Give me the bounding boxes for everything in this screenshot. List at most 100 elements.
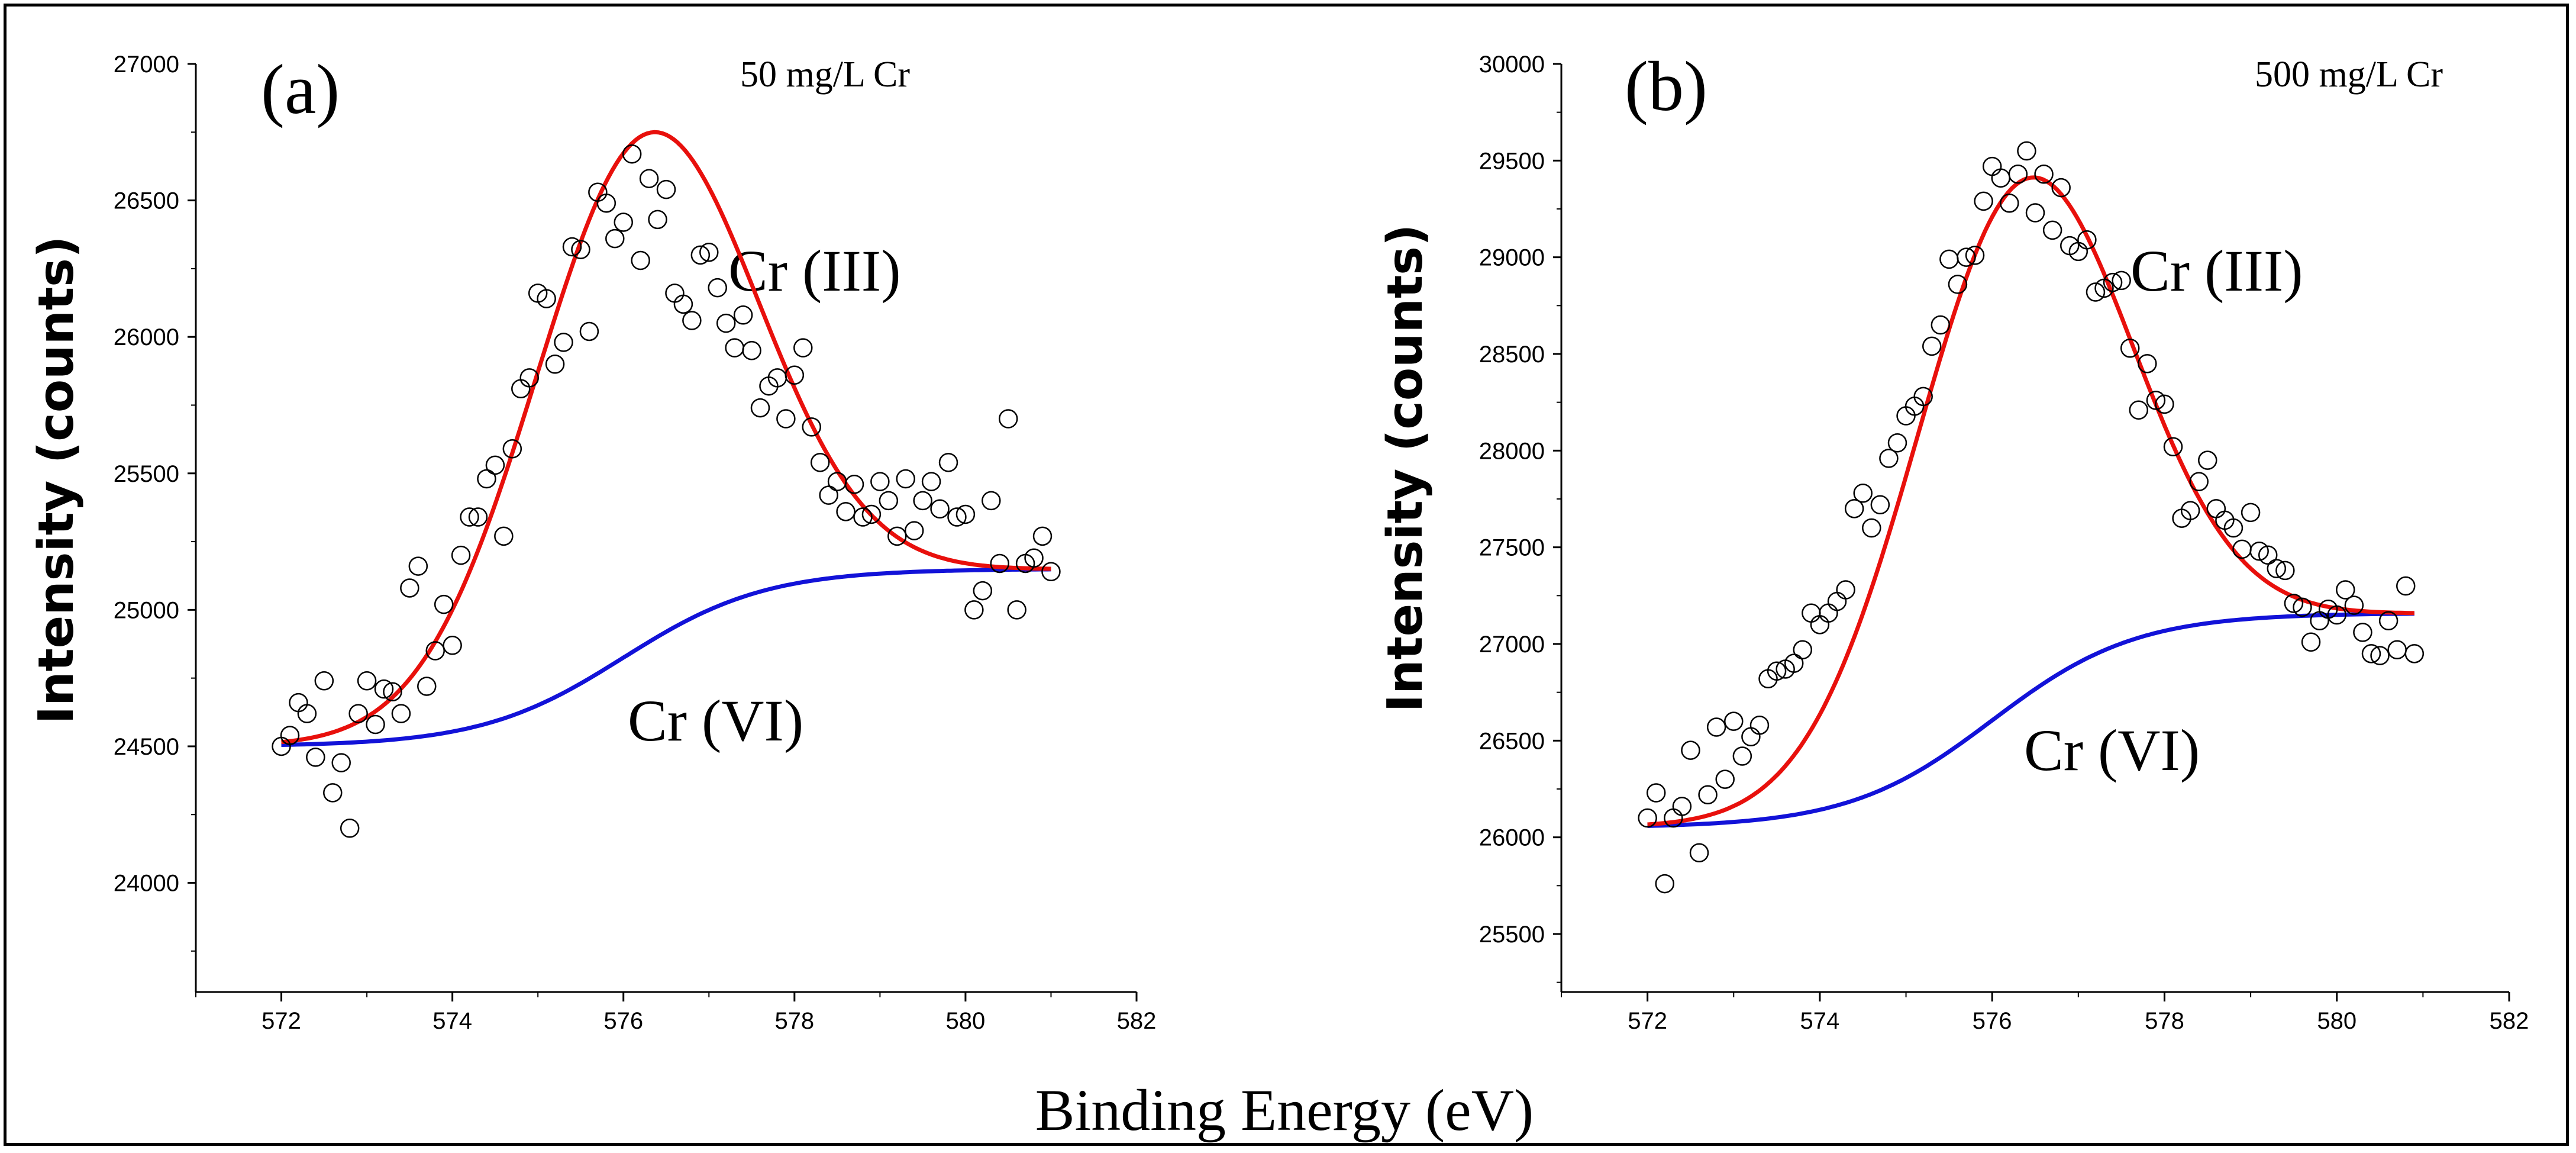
panel-a-data-point xyxy=(982,491,1001,511)
panel-a-data-point xyxy=(742,340,761,360)
panel-b-y-axis-label: Intensity (counts) xyxy=(1377,224,1434,713)
panel-a-data-point xyxy=(554,333,573,352)
panel-b-data-point xyxy=(1749,715,1770,735)
panel-a-data-point xyxy=(665,284,685,303)
panel-a-cr6-baseline-curve xyxy=(281,567,1051,747)
panel-a-letter: (a) xyxy=(261,50,340,128)
panel-b-y-tick-label: 28500 xyxy=(1479,342,1545,368)
panel-b-data-point xyxy=(2017,141,2036,161)
panel-a-data-point xyxy=(955,504,976,524)
panel-a-data-point xyxy=(904,521,924,540)
panel-b-data-point xyxy=(2086,282,2106,302)
panel-a-data-point xyxy=(357,671,377,691)
panel-a-data-point xyxy=(383,682,402,701)
panel-b-data-point xyxy=(2327,605,2346,625)
panel-b-data-point xyxy=(2146,391,2166,410)
panel-b-data-point xyxy=(2370,646,2390,665)
panel-a-data-point xyxy=(494,526,514,546)
panel-b-data-point xyxy=(2378,611,2399,631)
panel-a-data-point xyxy=(639,169,659,188)
panel-a-data-point xyxy=(896,469,915,489)
shared-x-axis-label: Binding Energy (eV) xyxy=(1035,1077,1534,1143)
panel-a-y-tick-label: 27000 xyxy=(114,51,179,78)
panel-a-data-point xyxy=(571,240,590,259)
panel-a-data-point xyxy=(785,365,805,385)
panel-b-data-point xyxy=(1698,785,1718,805)
panel-a-data-point xyxy=(938,453,958,472)
panel-b-data-point xyxy=(1939,249,1959,269)
panel-b-data-point xyxy=(1715,769,1735,789)
panel-b-data-point xyxy=(1732,746,1752,766)
panel-b-concentration-label: 500 mg/L Cr xyxy=(2255,54,2443,95)
panel-b-data-point xyxy=(1689,843,1709,863)
panel-b-data-point xyxy=(2120,338,2140,358)
panel-b-data-point xyxy=(2051,178,2071,198)
panel-b-data-point xyxy=(1638,808,1657,828)
panel-a-data-point xyxy=(887,526,907,546)
panel-b-data-point xyxy=(1681,740,1700,760)
panel-a-y-axis-label: Intensity (counts) xyxy=(28,236,85,724)
panel-a-data-point xyxy=(861,504,882,524)
panel-b-data-point xyxy=(1913,387,1933,407)
panel-b-y-tick-label: 26000 xyxy=(1479,825,1545,851)
panel-b-data-point xyxy=(2112,270,2131,291)
panel-b-data-point xyxy=(1991,168,2010,188)
panel-b-y-tick-label: 26500 xyxy=(1479,728,1545,754)
panel-a-x-tick-label: 580 xyxy=(946,1008,986,1034)
panel-a-data-point xyxy=(802,417,821,437)
panel-a-data-point xyxy=(477,469,496,489)
panel-b-data-point xyxy=(2008,164,2028,184)
panel-a-data-point xyxy=(596,193,616,213)
panel-a-data-point xyxy=(443,636,462,655)
panel-a-y-tick-label: 25500 xyxy=(114,461,179,487)
panel-b-data-point xyxy=(1853,483,1873,503)
panel-b-data-point xyxy=(2353,623,2372,642)
panel-b-data-point xyxy=(2000,193,2019,213)
panel-a-data-point xyxy=(844,474,864,494)
panel-a-data-point xyxy=(366,714,385,735)
panel-b-data-point xyxy=(1819,603,1838,623)
panel-a-data-point xyxy=(913,491,932,511)
panel-a-data-point xyxy=(502,439,522,459)
panel-b-data-point xyxy=(2258,545,2278,565)
panel-a-data-point xyxy=(964,600,984,620)
panel-b-data-point xyxy=(1827,591,1847,611)
panel-b-data-point xyxy=(1802,603,1821,623)
panel-b-data-point xyxy=(1706,717,1726,737)
panel-b-data-point xyxy=(1922,336,1942,356)
panel-b-data-point xyxy=(2396,576,2416,596)
panel-b-data-point xyxy=(1948,275,1968,294)
panel-a-data-point xyxy=(819,485,838,505)
panel-b-cr6-label: Cr (VI) xyxy=(2024,717,2200,783)
panel-a-data-point xyxy=(793,338,813,358)
panel-b-data-point xyxy=(1965,246,1985,265)
panel-b-cr3-label: Cr (III) xyxy=(2130,238,2303,304)
panel-b-data-point xyxy=(1957,247,1976,267)
panel-b-y-tick-label: 29000 xyxy=(1479,245,1545,271)
panel-b-data-point xyxy=(1741,727,1761,747)
panel-b-data-point xyxy=(1879,449,1899,468)
panel-a-data-point xyxy=(374,679,394,699)
panel-b-data-point xyxy=(1646,783,1666,803)
panel-a-data-point xyxy=(776,409,796,429)
panel-a-data-point xyxy=(750,398,770,418)
panel-b-data-point xyxy=(1931,315,1951,335)
panel-a-data-point xyxy=(708,278,727,298)
panel-b-x-tick-label: 576 xyxy=(1973,1008,2012,1034)
panel-a-data-point xyxy=(930,499,950,518)
panel-a-y-tick-label: 26500 xyxy=(114,188,179,214)
panel-b-y-tick-label: 25500 xyxy=(1479,922,1545,948)
panel-a-data-point xyxy=(417,677,437,696)
panel-b-data-point xyxy=(1724,711,1744,731)
panel-a-data-point xyxy=(725,338,744,358)
panel-b-data-point xyxy=(2189,472,2209,491)
panel-b-data-point xyxy=(2293,597,2312,617)
panel-b-data-point xyxy=(2034,164,2054,184)
panel-a-x-tick-label: 574 xyxy=(432,1008,472,1034)
panel-b-data-point xyxy=(2138,354,2157,373)
panel-b-data-point xyxy=(1767,661,1787,681)
panel-b-data-point xyxy=(1810,615,1830,635)
panel-b-x-tick-label: 582 xyxy=(2490,1008,2529,1034)
panel-a-data-point xyxy=(511,379,531,399)
panel-b-data-point xyxy=(1784,653,1804,673)
